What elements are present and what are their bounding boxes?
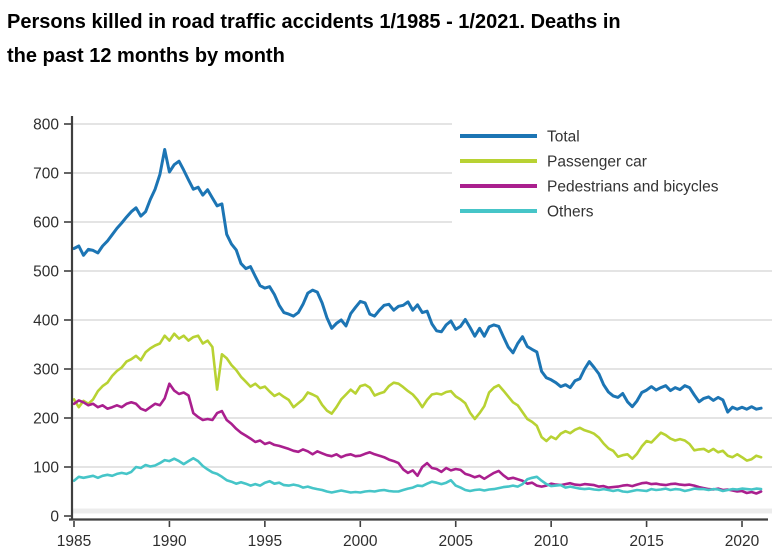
- legend-label-passenger-car: Passenger car: [547, 153, 647, 170]
- y-tick-label-700: 700: [33, 165, 59, 182]
- series-line-passenger-car: [72, 332, 763, 462]
- legend-label-total: Total: [547, 128, 580, 145]
- y-tick-label-600: 600: [33, 214, 59, 231]
- x-tick-label-2020: 2020: [725, 533, 760, 550]
- chart-title-line-2: the past 12 months by month: [7, 45, 285, 67]
- series-line-total: [72, 148, 763, 414]
- legend-item-total: Total: [460, 128, 580, 145]
- legend-item-others: Others: [460, 203, 594, 220]
- chart-title: Persons killed in road traffic accidents…: [7, 5, 775, 73]
- legend-label-pedestrians-and-bicycles: Pedestrians and bicycles: [547, 178, 719, 195]
- x-tick-label-2000: 2000: [343, 533, 378, 550]
- series-line-pedestrians-and-bicycles: [72, 382, 763, 495]
- x-tick-label-1990: 1990: [152, 533, 187, 550]
- y-tick-label-500: 500: [33, 263, 59, 280]
- y-tick-label-100: 100: [33, 459, 59, 476]
- x-tick-label-2005: 2005: [438, 533, 472, 550]
- x-tick-label-2010: 2010: [534, 533, 569, 550]
- y-tick-label-400: 400: [33, 312, 59, 329]
- legend-label-others: Others: [547, 203, 594, 220]
- series-line-others: [72, 456, 763, 494]
- x-tick-label-2015: 2015: [629, 533, 663, 550]
- y-tick-label-300: 300: [33, 361, 59, 378]
- legend-item-pedestrians-and-bicycles: Pedestrians and bicycles: [460, 178, 719, 195]
- x-tick-label-1985: 1985: [57, 533, 91, 550]
- y-tick-label-200: 200: [33, 410, 59, 427]
- chart-title-line-1: Persons killed in road traffic accidents…: [7, 11, 621, 33]
- y-tick-label-800: 800: [33, 116, 59, 133]
- legend-item-passenger-car: Passenger car: [460, 153, 647, 170]
- y-tick-label-0: 0: [50, 508, 59, 525]
- x-tick-label-1995: 1995: [248, 533, 282, 550]
- legend-box: [452, 122, 775, 224]
